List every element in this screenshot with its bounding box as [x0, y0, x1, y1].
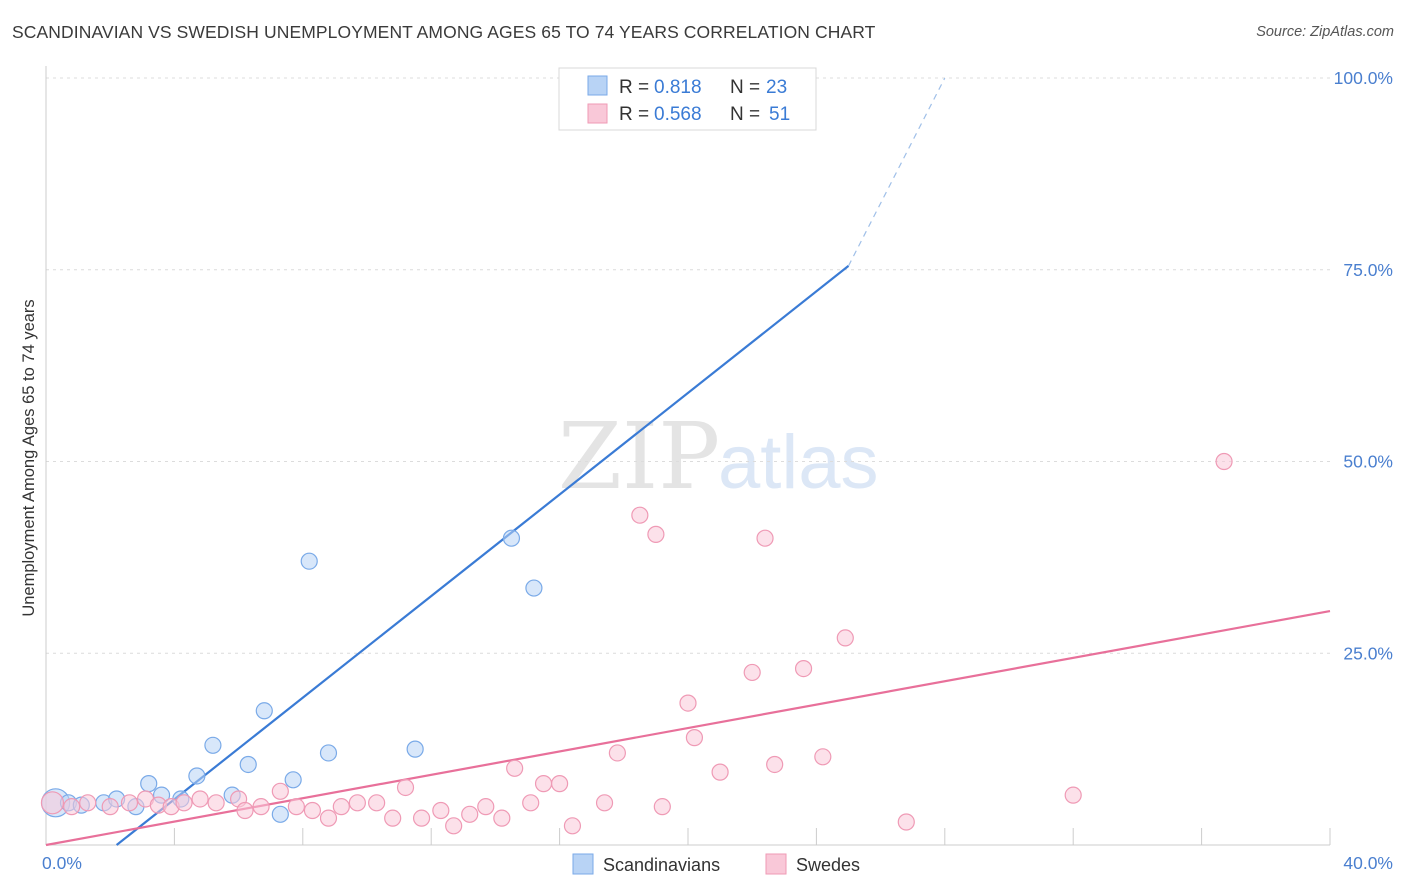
- point-swedes-14: [271, 782, 289, 800]
- point-swedes-29: [506, 759, 524, 777]
- x-tick-labels: 0.0% 40.0%: [42, 853, 1393, 873]
- point-scandinavians-9: [188, 767, 206, 785]
- point-swedes-0: [40, 791, 65, 815]
- point-swedes-39: [679, 694, 697, 712]
- point-swedes-9: [191, 790, 209, 808]
- legend-n-label-2: N =: [730, 104, 760, 125]
- point-scandinavians-15: [284, 771, 302, 789]
- point-swedes-43: [756, 529, 774, 547]
- point-swedes-36: [631, 506, 649, 524]
- point-swedes-22: [396, 778, 415, 797]
- legend: R = 0.818 N = 23 R = 0.568 N = 51: [558, 67, 817, 131]
- point-swedes-44: [766, 755, 784, 774]
- point-swedes-41: [711, 763, 729, 781]
- point-swedes-12: [236, 801, 254, 820]
- watermark-zip: ZIP: [558, 403, 720, 510]
- point-scandinavians-16: [300, 552, 318, 570]
- point-scandinavians-13: [255, 702, 273, 720]
- point-swedes-8: [175, 794, 193, 812]
- point-swedes-23: [412, 809, 431, 827]
- point-swedes-45: [794, 659, 813, 678]
- gridlines: [46, 77, 1330, 654]
- y-tick-label-3: 100.0%: [1334, 68, 1393, 88]
- chart-title: SCANDINAVIAN VS SWEDISH UNEMPLOYMENT AMO…: [12, 22, 876, 42]
- data-points: [40, 69, 1233, 835]
- point-swedes-3: [101, 798, 119, 816]
- point-swedes-31: [534, 775, 553, 793]
- trend-extension-scandinavians: [847, 77, 946, 267]
- y-axis-label: Unemployment Among Ages 65 to 74 years: [20, 299, 38, 616]
- point-scandinavians-17: [319, 744, 338, 762]
- point-scandinavians-14: [271, 805, 289, 823]
- point-swedes-20: [368, 794, 386, 812]
- legend-r-value-1: 0.818: [654, 77, 702, 98]
- point-swedes-1: [63, 798, 81, 816]
- point-swedes-24: [432, 801, 450, 820]
- legend-swatch-swedes: [587, 103, 608, 124]
- point-swedes-37: [647, 525, 665, 543]
- point-swedes-19: [348, 794, 366, 812]
- point-swedes-13: [252, 798, 270, 816]
- point-scandinavians-20: [525, 579, 543, 597]
- point-scandinavians-6: [140, 775, 158, 793]
- bottom-legend-label-swedes: Swedes: [796, 855, 860, 875]
- point-swedes-10: [207, 794, 225, 812]
- point-swedes-50: [1215, 452, 1233, 471]
- point-swedes-18: [332, 798, 350, 816]
- point-swedes-16: [303, 801, 322, 820]
- point-swedes-46: [814, 748, 832, 766]
- legend-r-label-1: R =: [619, 77, 649, 98]
- watermark: ZIP atlas: [558, 403, 879, 510]
- point-swedes-38: [653, 798, 671, 816]
- watermark-atlas: atlas: [718, 420, 879, 505]
- legend-r-value-2: 0.568: [654, 104, 702, 125]
- point-swedes-27: [477, 798, 495, 816]
- legend-n-label-1: N =: [730, 77, 760, 98]
- point-swedes-15: [287, 798, 305, 816]
- x-tick-label-0: 0.0%: [42, 853, 82, 873]
- point-swedes-48: [897, 813, 915, 831]
- y-tick-label-1: 50.0%: [1343, 452, 1393, 472]
- point-swedes-35: [608, 744, 626, 762]
- point-swedes-21: [384, 809, 402, 827]
- legend-n-value-1: 23: [766, 77, 787, 98]
- axes: [45, 66, 1331, 846]
- point-swedes-34: [595, 794, 614, 812]
- point-swedes-30: [522, 794, 540, 812]
- point-swedes-49: [1064, 786, 1082, 804]
- point-swedes-32: [550, 775, 569, 793]
- trend-line-scandinavians: [115, 265, 850, 846]
- point-scandinavians-12: [239, 755, 257, 774]
- point-swedes-33: [563, 817, 582, 835]
- point-swedes-17: [319, 809, 338, 827]
- point-swedes-2: [79, 794, 97, 812]
- point-swedes-42: [743, 663, 761, 682]
- point-swedes-28: [493, 809, 511, 827]
- y-tick-labels: 25.0% 50.0% 75.0% 100.0%: [1334, 68, 1393, 663]
- bottom-legend: Scandinavians Swedes: [572, 853, 860, 875]
- point-swedes-4: [120, 794, 139, 812]
- point-swedes-40: [685, 729, 704, 747]
- legend-n-value-2: 51: [769, 104, 790, 125]
- point-scandinavians-10: [204, 736, 222, 754]
- bottom-legend-swatch-swedes: [765, 853, 787, 875]
- legend-swatch-scandinavians: [587, 75, 608, 96]
- point-scandinavians-19: [502, 529, 521, 547]
- source-label: Source: ZipAtlas.com: [1256, 24, 1394, 40]
- point-swedes-25: [445, 817, 463, 835]
- bottom-legend-swatch-scandinavians: [572, 853, 594, 875]
- bottom-legend-label-scandinavians: Scandinavians: [603, 855, 720, 875]
- legend-r-label-2: R =: [619, 104, 649, 125]
- y-tick-label-2: 75.0%: [1343, 260, 1393, 280]
- x-tick-label-1: 40.0%: [1343, 853, 1393, 873]
- y-tick-label-0: 25.0%: [1343, 643, 1393, 663]
- point-scandinavians-18: [406, 740, 424, 758]
- point-swedes-26: [461, 805, 479, 823]
- point-swedes-47: [836, 629, 854, 647]
